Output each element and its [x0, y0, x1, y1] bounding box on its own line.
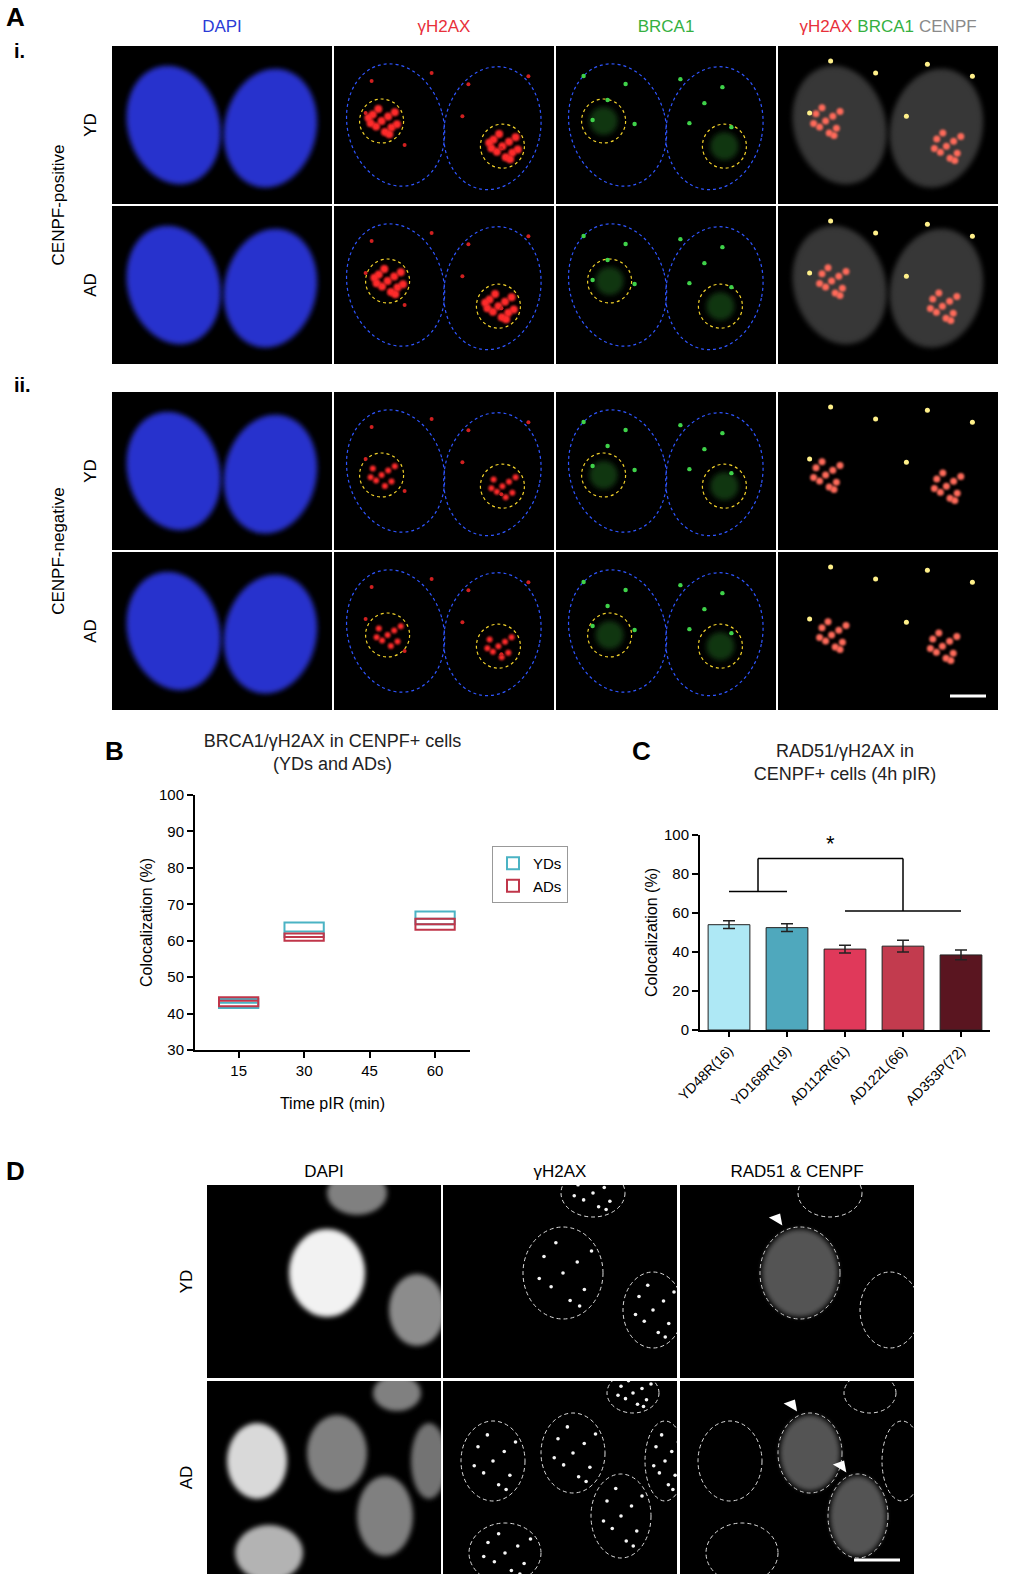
svg-text:100: 100 — [159, 786, 184, 803]
svg-text:YD: YD — [81, 113, 100, 137]
svg-text:Colocalization (%): Colocalization (%) — [138, 858, 155, 987]
svg-text:30: 30 — [167, 1041, 184, 1058]
svg-text:A: A — [6, 2, 25, 32]
svg-text:B: B — [105, 736, 124, 766]
svg-text:AD112R(61): AD112R(61) — [786, 1043, 852, 1109]
svg-text:C: C — [632, 736, 651, 766]
svg-text:40: 40 — [167, 1005, 184, 1022]
svg-text:AD: AD — [177, 1466, 196, 1490]
svg-text:100: 100 — [664, 826, 689, 843]
svg-text:YD: YD — [177, 1270, 196, 1294]
svg-text:80: 80 — [672, 865, 689, 882]
svg-text:γH2AX: γH2AX — [418, 17, 471, 36]
svg-text:Colocalization (%): Colocalization (%) — [643, 868, 660, 997]
svg-text:DAPI: DAPI — [304, 1162, 344, 1181]
svg-text:YD: YD — [81, 459, 100, 483]
svg-text:15: 15 — [230, 1062, 247, 1079]
svg-text:YD168R(19): YD168R(19) — [728, 1043, 794, 1109]
svg-text:DAPI: DAPI — [202, 17, 242, 36]
svg-text:YD48R(16): YD48R(16) — [675, 1043, 736, 1104]
svg-text:BRCA1/γH2AX in CENPF+ cells(YD: BRCA1/γH2AX in CENPF+ cells(YDs and ADs) — [204, 731, 462, 774]
svg-text:Time pIR (min): Time pIR (min) — [280, 1095, 385, 1112]
svg-text:0: 0 — [681, 1021, 689, 1038]
svg-text:60: 60 — [672, 904, 689, 921]
svg-text:AD: AD — [81, 273, 100, 297]
svg-text:ii.: ii. — [14, 374, 31, 396]
svg-text:30: 30 — [296, 1062, 313, 1079]
svg-text:20: 20 — [672, 982, 689, 999]
svg-text:CENPF-positive: CENPF-positive — [49, 145, 68, 266]
svg-text:i.: i. — [14, 40, 25, 62]
svg-text:90: 90 — [167, 823, 184, 840]
svg-text:BRCA1: BRCA1 — [638, 17, 695, 36]
svg-text:AD122L(66): AD122L(66) — [845, 1043, 910, 1108]
svg-text:60: 60 — [427, 1062, 444, 1079]
svg-text:YDs: YDs — [533, 855, 561, 872]
svg-text:*: * — [826, 831, 835, 856]
svg-text:RAD51/γH2AX inCENPF+ cells (4h: RAD51/γH2AX inCENPF+ cells (4h pIR) — [754, 741, 937, 784]
svg-text:AD: AD — [81, 619, 100, 643]
svg-text:80: 80 — [167, 859, 184, 876]
svg-text:γH2AX: γH2AX — [534, 1162, 587, 1181]
svg-text:50: 50 — [167, 968, 184, 985]
svg-text:γH2AXBRCA1CENPF: γH2AXBRCA1CENPF — [799, 17, 976, 36]
svg-text:RAD51 & CENPF: RAD51 & CENPF — [730, 1162, 863, 1181]
svg-text:ADs: ADs — [533, 878, 561, 895]
svg-text:AD353P(72): AD353P(72) — [902, 1043, 968, 1109]
svg-text:70: 70 — [167, 896, 184, 913]
svg-text:45: 45 — [361, 1062, 378, 1079]
svg-text:CENPF-negative: CENPF-negative — [49, 487, 68, 615]
svg-text:60: 60 — [167, 932, 184, 949]
svg-text:40: 40 — [672, 943, 689, 960]
svg-text:D: D — [6, 1156, 25, 1186]
